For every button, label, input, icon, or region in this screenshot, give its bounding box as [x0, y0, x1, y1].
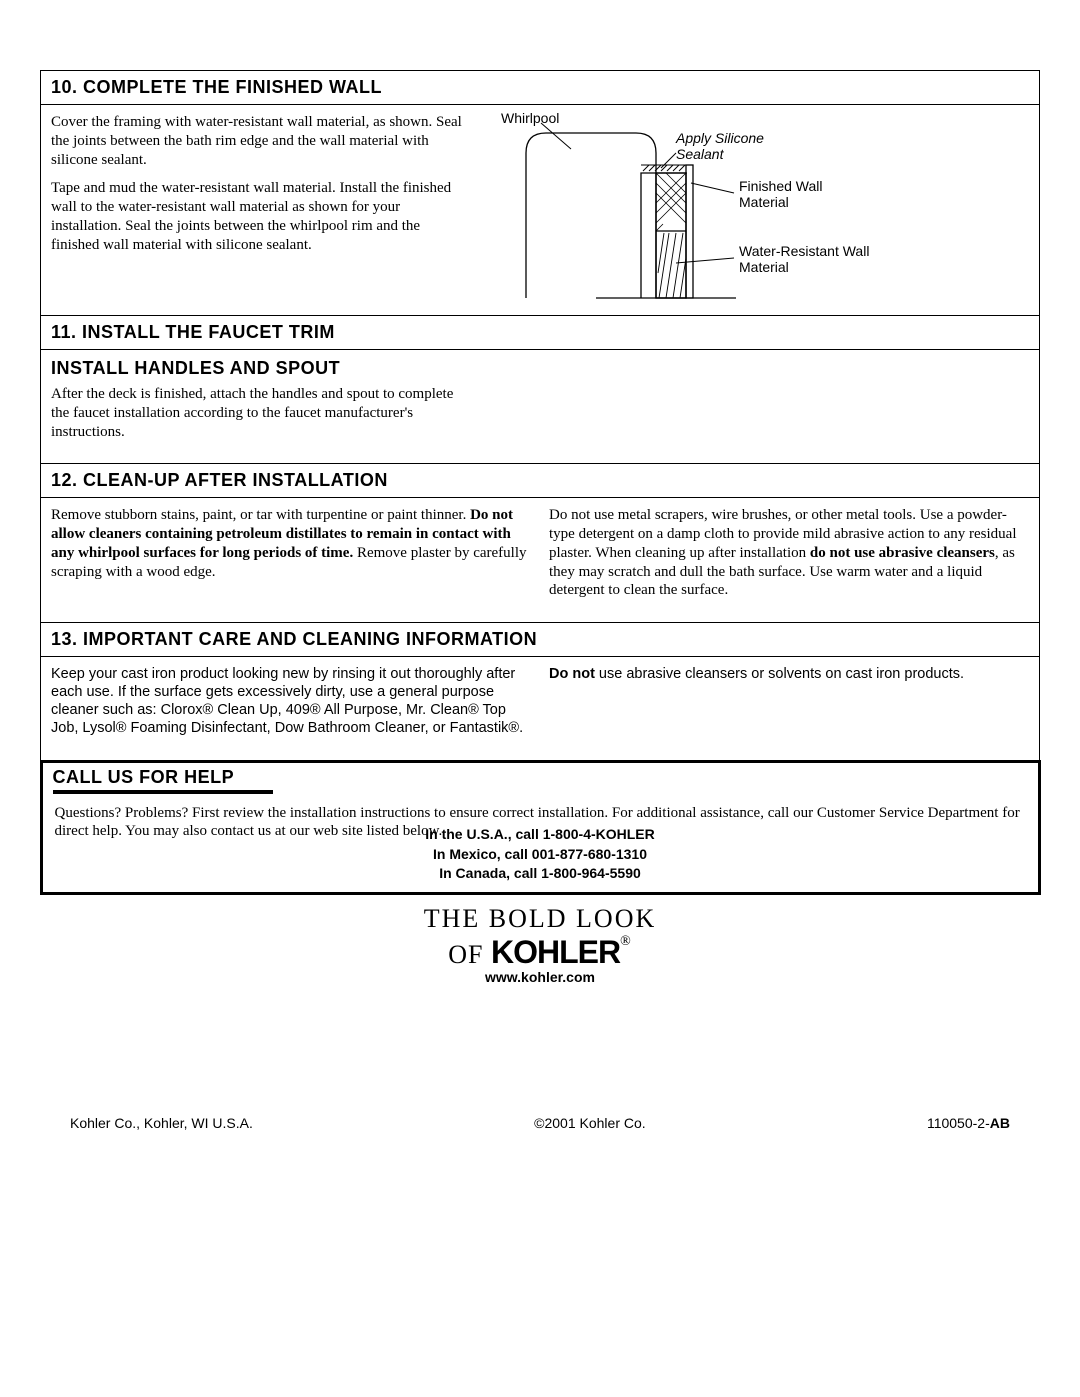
s11-para1: After the deck is finished, attach the h…	[51, 385, 471, 441]
section-11-header: 11. Install the Faucet Trim	[41, 315, 1039, 350]
diagram-label-finished-1: Finished Wall	[739, 178, 823, 194]
diagram-label-resistant-1: Water-Resistant Wall	[739, 243, 869, 259]
section-11-body: After the deck is finished, attach the h…	[41, 383, 1039, 463]
footer-right: 110050-2-AB	[927, 1115, 1010, 1131]
footer-left: Kohler Co., Kohler, WI U.S.A.	[70, 1115, 253, 1131]
section-12-header: 12. Clean-Up After Installation	[41, 463, 1039, 498]
help-underline	[53, 790, 273, 794]
section-10-body: Cover the framing with water-resistant w…	[41, 105, 1039, 315]
diagram-label-resistant-2: Material	[739, 259, 789, 275]
help-block: Call Us For Help Questions? Problems? Fi…	[40, 760, 1041, 895]
s13-right: Do not use abrasive cleansers or solvent…	[549, 665, 1029, 683]
logo-brand: KOHLER	[491, 934, 620, 970]
s10-para1: Cover the framing with water-resistant w…	[51, 113, 471, 169]
logo-line1: THE BOLD LOOK	[40, 904, 1040, 934]
wall-diagram: Whirlpool Apply Silicone Sealant Finishe…	[491, 113, 1029, 303]
section-10-header: 10. Complete the Finished Wall	[41, 71, 1039, 105]
diagram-label-whirlpool: Whirlpool	[501, 113, 559, 126]
diagram-label-sealant-2: Sealant	[676, 146, 725, 162]
section-13-header: 13. Important Care and Cleaning Informat…	[41, 622, 1039, 657]
section-11-subheader: Install Handles and Spout	[41, 350, 1039, 383]
s13-left: Keep your cast iron product looking new …	[51, 665, 531, 738]
s10-para2: Tape and mud the water-resistant wall ma…	[51, 179, 471, 254]
help-canada: In Canada, call 1-800-964-5590	[55, 864, 1026, 884]
s12-right: Do not use metal scrapers, wire brushes,…	[549, 506, 1029, 600]
logo-line2: OF KOHLER®	[40, 934, 1040, 971]
page-frame: 10. Complete the Finished Wall Cover the…	[40, 70, 1040, 894]
section-12-body: Remove stubborn stains, paint, or tar wi…	[41, 498, 1039, 622]
logo-url: www.kohler.com	[40, 969, 1040, 985]
section-13-body: Keep your cast iron product looking new …	[41, 657, 1039, 760]
logo-block: THE BOLD LOOK OF KOHLER® www.kohler.com	[40, 904, 1040, 985]
help-header: Call Us For Help	[43, 763, 1038, 790]
s12-left: Remove stubborn stains, paint, or tar wi…	[51, 506, 531, 581]
diagram-label-sealant-1: Apply Silicone	[675, 130, 764, 146]
page-footer: Kohler Co., Kohler, WI U.S.A. ©2001 Kohl…	[40, 1115, 1040, 1131]
footer-center: ©2001 Kohler Co.	[534, 1115, 646, 1131]
diagram-label-finished-2: Material	[739, 194, 789, 210]
help-mexico: In Mexico, call 001-877-680-1310	[55, 845, 1026, 865]
